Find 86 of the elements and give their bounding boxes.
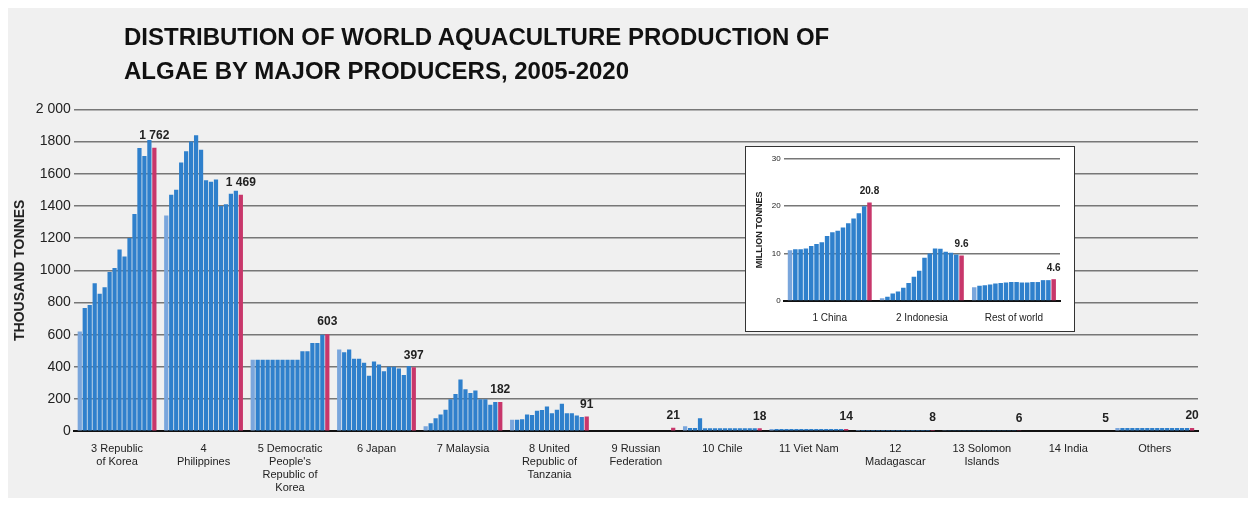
data-label: 603: [317, 314, 338, 329]
data-label: 9.6: [954, 238, 969, 250]
bar: [1051, 279, 1056, 301]
y-axis-title: THOUSAND TONNES: [11, 199, 28, 341]
data-label: 6: [1015, 410, 1023, 425]
data-label: 8: [929, 410, 937, 425]
x-tick-label: 2 Indonesia: [895, 311, 949, 323]
data-label: 397: [403, 347, 425, 362]
y-tick-label: 1600: [39, 164, 72, 181]
bar: [529, 415, 535, 431]
bar: [498, 401, 503, 431]
y-tick-label: 10: [771, 248, 782, 258]
x-tick-label: 1 China: [812, 311, 848, 323]
bar: [867, 202, 872, 301]
y-axis-title: MILLION TONNES: [753, 191, 764, 269]
bar: [164, 215, 169, 431]
bar: [193, 135, 199, 431]
bar: [544, 406, 550, 431]
chart-title: DISTRIBUTION OF WORLD AQUACULTURE PRODUCTION OF ALGAE BY MAJOR PRODUCERS, 2005-2020: [124, 22, 831, 86]
y-tick-label: 1000: [39, 261, 72, 278]
data-label: 21: [666, 408, 681, 423]
y-tick-label: 200: [47, 389, 72, 406]
data-label: 1 762: [139, 128, 170, 143]
y-tick-label: 2 000: [35, 100, 72, 117]
y-tick-label: 30: [771, 154, 782, 163]
data-label: 20.8: [859, 185, 880, 197]
x-tick-label: 10 Chile: [702, 441, 743, 454]
bar: [152, 147, 157, 431]
x-tick-label: 5 Democratic People's Republic of Korea: [257, 441, 323, 494]
y-tick-label: 20: [771, 201, 782, 211]
bar: [411, 367, 416, 431]
y-tick-label: 1800: [39, 132, 72, 149]
x-tick-label: 7 Malaysia: [436, 441, 491, 454]
y-tick-label: 1200: [39, 228, 72, 245]
bar: [233, 190, 238, 431]
bar: [356, 358, 362, 431]
bar: [406, 366, 411, 431]
y-tick-label: 1400: [39, 196, 72, 213]
y-tick-label: 800: [47, 293, 72, 310]
bar: [391, 366, 397, 431]
bar: [386, 366, 392, 431]
y-tick-label: 400: [47, 357, 72, 374]
bar: [1115, 427, 1120, 431]
bar: [337, 349, 342, 431]
bar: [342, 352, 347, 431]
bar: [371, 361, 377, 431]
y-tick-label: 600: [47, 325, 72, 342]
bar: [579, 416, 584, 431]
bar: [238, 194, 243, 431]
x-tick-label: 6 Japan: [356, 441, 397, 454]
bar: [169, 194, 174, 431]
x-tick-label: 13 Solomon Islands: [952, 441, 1012, 468]
y-tick-label: 0: [776, 296, 782, 306]
x-tick-label: 9 Russian Federation: [609, 441, 663, 468]
x-tick-label: 4 Philippines: [176, 441, 231, 468]
data-label: 182: [490, 382, 511, 397]
bar: [534, 410, 540, 431]
bar: [697, 418, 703, 431]
data-label: 1 469: [225, 175, 257, 190]
bar: [971, 287, 977, 301]
bar: [539, 410, 545, 431]
x-tick-label: Others: [1138, 441, 1172, 454]
data-label: 14: [839, 409, 854, 424]
x-tick-label: 8 United Republic of Tanzania: [521, 441, 578, 481]
bar: [325, 334, 330, 431]
x-tick-label: 11 Viet Nam: [779, 441, 839, 454]
data-label: 5: [1102, 410, 1110, 425]
x-tick-label: 14 India: [1048, 441, 1089, 454]
x-tick-label: 12 Madagascar: [865, 441, 926, 468]
bar: [208, 181, 214, 431]
bar: [228, 193, 234, 431]
bar: [959, 255, 964, 301]
bar: [213, 179, 219, 431]
bar: [524, 414, 530, 431]
data-label: 4.6: [1046, 261, 1062, 273]
bar: [682, 426, 688, 431]
data-label: 18: [753, 408, 767, 423]
bar: [376, 364, 382, 431]
x-tick-label: 3 Republic of Korea: [91, 441, 144, 468]
data-label: 20: [1185, 408, 1200, 423]
bar: [77, 331, 82, 431]
x-tick-label: Rest of world: [984, 311, 1044, 323]
data-label: 91: [580, 396, 594, 411]
bar: [361, 362, 367, 431]
y-tick-label: 0: [63, 422, 72, 439]
bar: [250, 359, 255, 431]
